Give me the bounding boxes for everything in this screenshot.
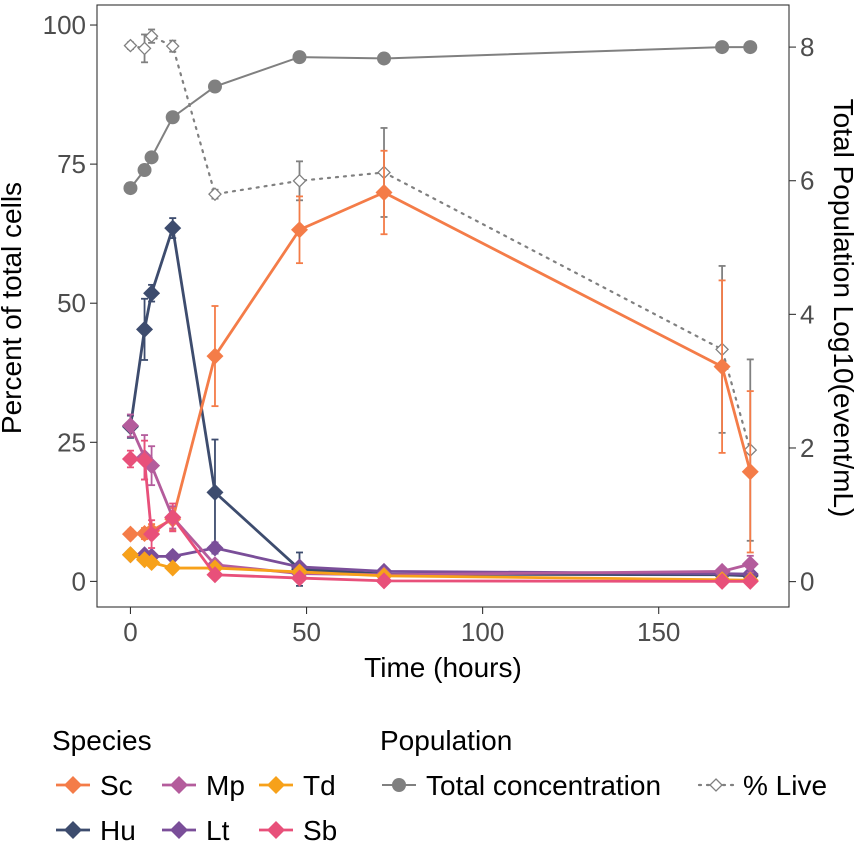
series-mp-point — [121, 417, 139, 435]
total-concentration-point — [743, 40, 758, 55]
legend-key-td-marker — [267, 776, 285, 794]
percent-live-line — [129, 34, 752, 452]
total-concentration-point — [144, 150, 159, 165]
y2-tick-label: 8 — [800, 32, 814, 62]
series-lt-line — [130, 546, 751, 576]
y-tick-label: 50 — [57, 288, 86, 318]
legend: Species Population Sc Mp Td Hu Lt Sb Total conce… — [52, 725, 827, 846]
legend-key-total-concentration-marker — [392, 778, 406, 792]
x-tick-label: 50 — [292, 617, 321, 647]
y2-tick-label: 6 — [800, 166, 814, 196]
series-td-point — [121, 546, 139, 564]
percent-live-point — [208, 187, 222, 202]
x-tick-label: 0 — [123, 617, 137, 647]
legend-label-td: Td — [303, 770, 336, 801]
total-concentration-point — [377, 51, 392, 66]
series-hu-point — [206, 483, 224, 501]
series-sb-line — [130, 457, 751, 583]
legend-label-sb: Sb — [303, 815, 337, 846]
y2-axis-label: Total Population Log10(event/mL) — [828, 99, 854, 518]
legend-label-total-concentration: Total concentration — [426, 770, 661, 801]
series-sb-point — [121, 450, 139, 468]
legend-title-population: Population — [380, 725, 512, 756]
total-concentration-point — [292, 50, 307, 65]
series-sb-point — [136, 451, 154, 469]
series-sc-point — [206, 347, 224, 365]
percent-live-point — [123, 38, 138, 53]
legend-label-mp: Mp — [206, 770, 245, 801]
legend-label-sc: Sc — [100, 770, 133, 801]
series-sb-point — [164, 508, 182, 526]
series-sb-point — [741, 572, 759, 590]
legend-key-sb-marker — [267, 821, 285, 839]
percent-live-point — [144, 29, 159, 44]
series-sb-point — [206, 566, 224, 584]
series-sb-point — [290, 569, 308, 587]
legend-title-species: Species — [52, 725, 152, 756]
series-mp-point — [741, 555, 759, 573]
series-sc-point — [713, 358, 731, 376]
percent-live-point — [137, 41, 152, 56]
x-axis-label: Time (hours) — [364, 652, 522, 683]
series-lt-point — [206, 539, 224, 557]
legend-label-hu: Hu — [100, 815, 136, 846]
y2-tick-label: 0 — [800, 567, 814, 597]
panel-border — [96, 4, 790, 608]
x-tick-label: 100 — [461, 617, 504, 647]
series-sc-point — [290, 221, 308, 239]
series-hu-point — [164, 219, 182, 237]
legend-key-percent-live-marker — [709, 778, 723, 792]
series-lt-point — [164, 547, 182, 565]
series-sc-point — [741, 463, 759, 481]
total-concentration-point — [165, 110, 180, 125]
y2-tick-label: 4 — [800, 299, 814, 329]
series-hu-point — [136, 320, 154, 338]
legend-key-sc-marker — [64, 776, 82, 794]
series-sb-point — [713, 572, 731, 590]
series-sb-point — [375, 572, 393, 590]
series-sc-point — [121, 525, 139, 543]
series-sc-line — [130, 191, 752, 536]
series-td-point — [164, 559, 182, 577]
y-tick-label: 0 — [72, 566, 86, 596]
total-concentration-point — [207, 79, 222, 94]
legend-label-lt: Lt — [206, 815, 230, 846]
legend-key-hu-marker — [64, 821, 82, 839]
total-concentration-point — [715, 40, 730, 55]
y-tick-label: 75 — [57, 149, 86, 179]
legend-key-lt-marker — [170, 821, 188, 839]
legend-key-mp-marker — [170, 776, 188, 794]
percent-live-point — [292, 173, 307, 188]
total-concentration-point — [137, 163, 152, 178]
y-axis-label: Percent of total cells — [0, 182, 27, 434]
x-tick-label: 150 — [637, 617, 680, 647]
total-concentration-point — [123, 181, 138, 196]
legend-label-percent-live: % Live — [743, 770, 827, 801]
percent-live-point — [165, 39, 180, 54]
plot-area — [121, 28, 759, 590]
y-tick-label: 25 — [57, 427, 86, 457]
series-hu-line — [129, 226, 751, 578]
series-sc-point — [375, 183, 393, 201]
y2-tick-label: 2 — [800, 433, 814, 463]
total-concentration-line — [129, 46, 751, 189]
axes: 0 25 50 75 100 0 2 4 6 8 0 50 100 150 — [43, 10, 815, 647]
series-hu-point — [143, 284, 161, 302]
series-sb-point — [143, 525, 161, 543]
y-tick-label: 100 — [43, 10, 86, 40]
series-td-point — [143, 553, 161, 571]
